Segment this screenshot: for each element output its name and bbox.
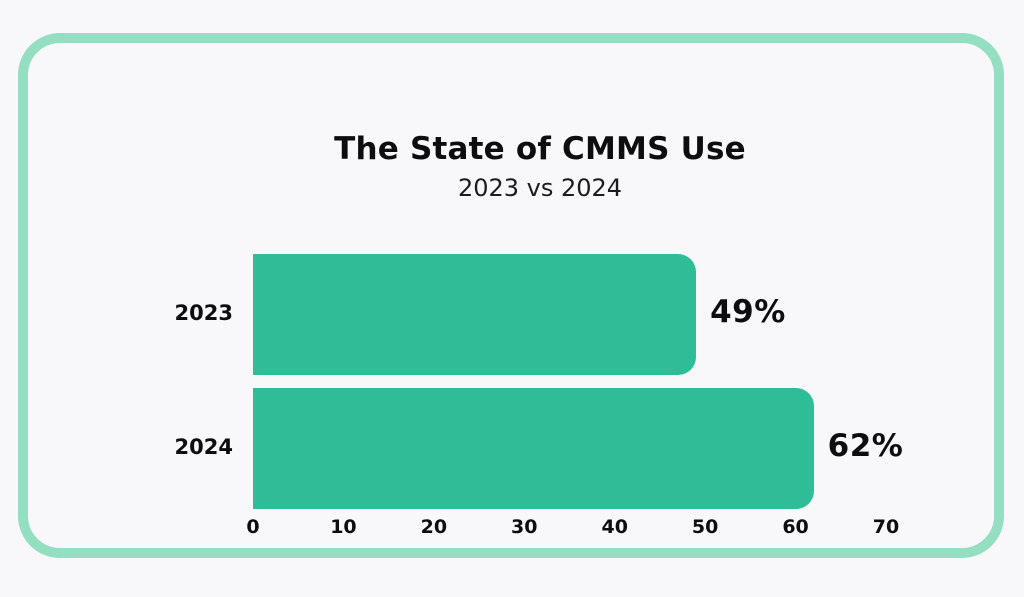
x-axis-tick-label-0: 0 [246, 516, 260, 538]
x-axis-tick-label-10: 10 [330, 516, 357, 538]
x-axis-tick-label-40: 40 [601, 516, 628, 538]
x-axis-tick-label-70: 70 [872, 516, 900, 538]
x-axis-tick-label-50: 50 [691, 516, 719, 538]
chart-subtitle: 2023 vs 2024 [457, 174, 623, 202]
x-axis-tick-label-30: 30 [511, 516, 538, 538]
chart-card: The State of CMMS Use 2023 vs 2024 2023 4… [18, 33, 1004, 558]
bar-2024 [253, 388, 814, 509]
bar-category-label-2024: 2024 [174, 434, 233, 459]
x-axis-tick-label-20: 20 [420, 516, 448, 538]
bar-value-label-2023: 49% [710, 293, 786, 330]
x-axis-tick-label-60: 60 [782, 516, 809, 538]
chart-title: The State of CMMS Use [334, 131, 746, 167]
bar-value-label-2024: 62% [827, 427, 904, 464]
bar-2023 [253, 254, 697, 375]
bar-category-label-2023: 2023 [174, 300, 233, 325]
